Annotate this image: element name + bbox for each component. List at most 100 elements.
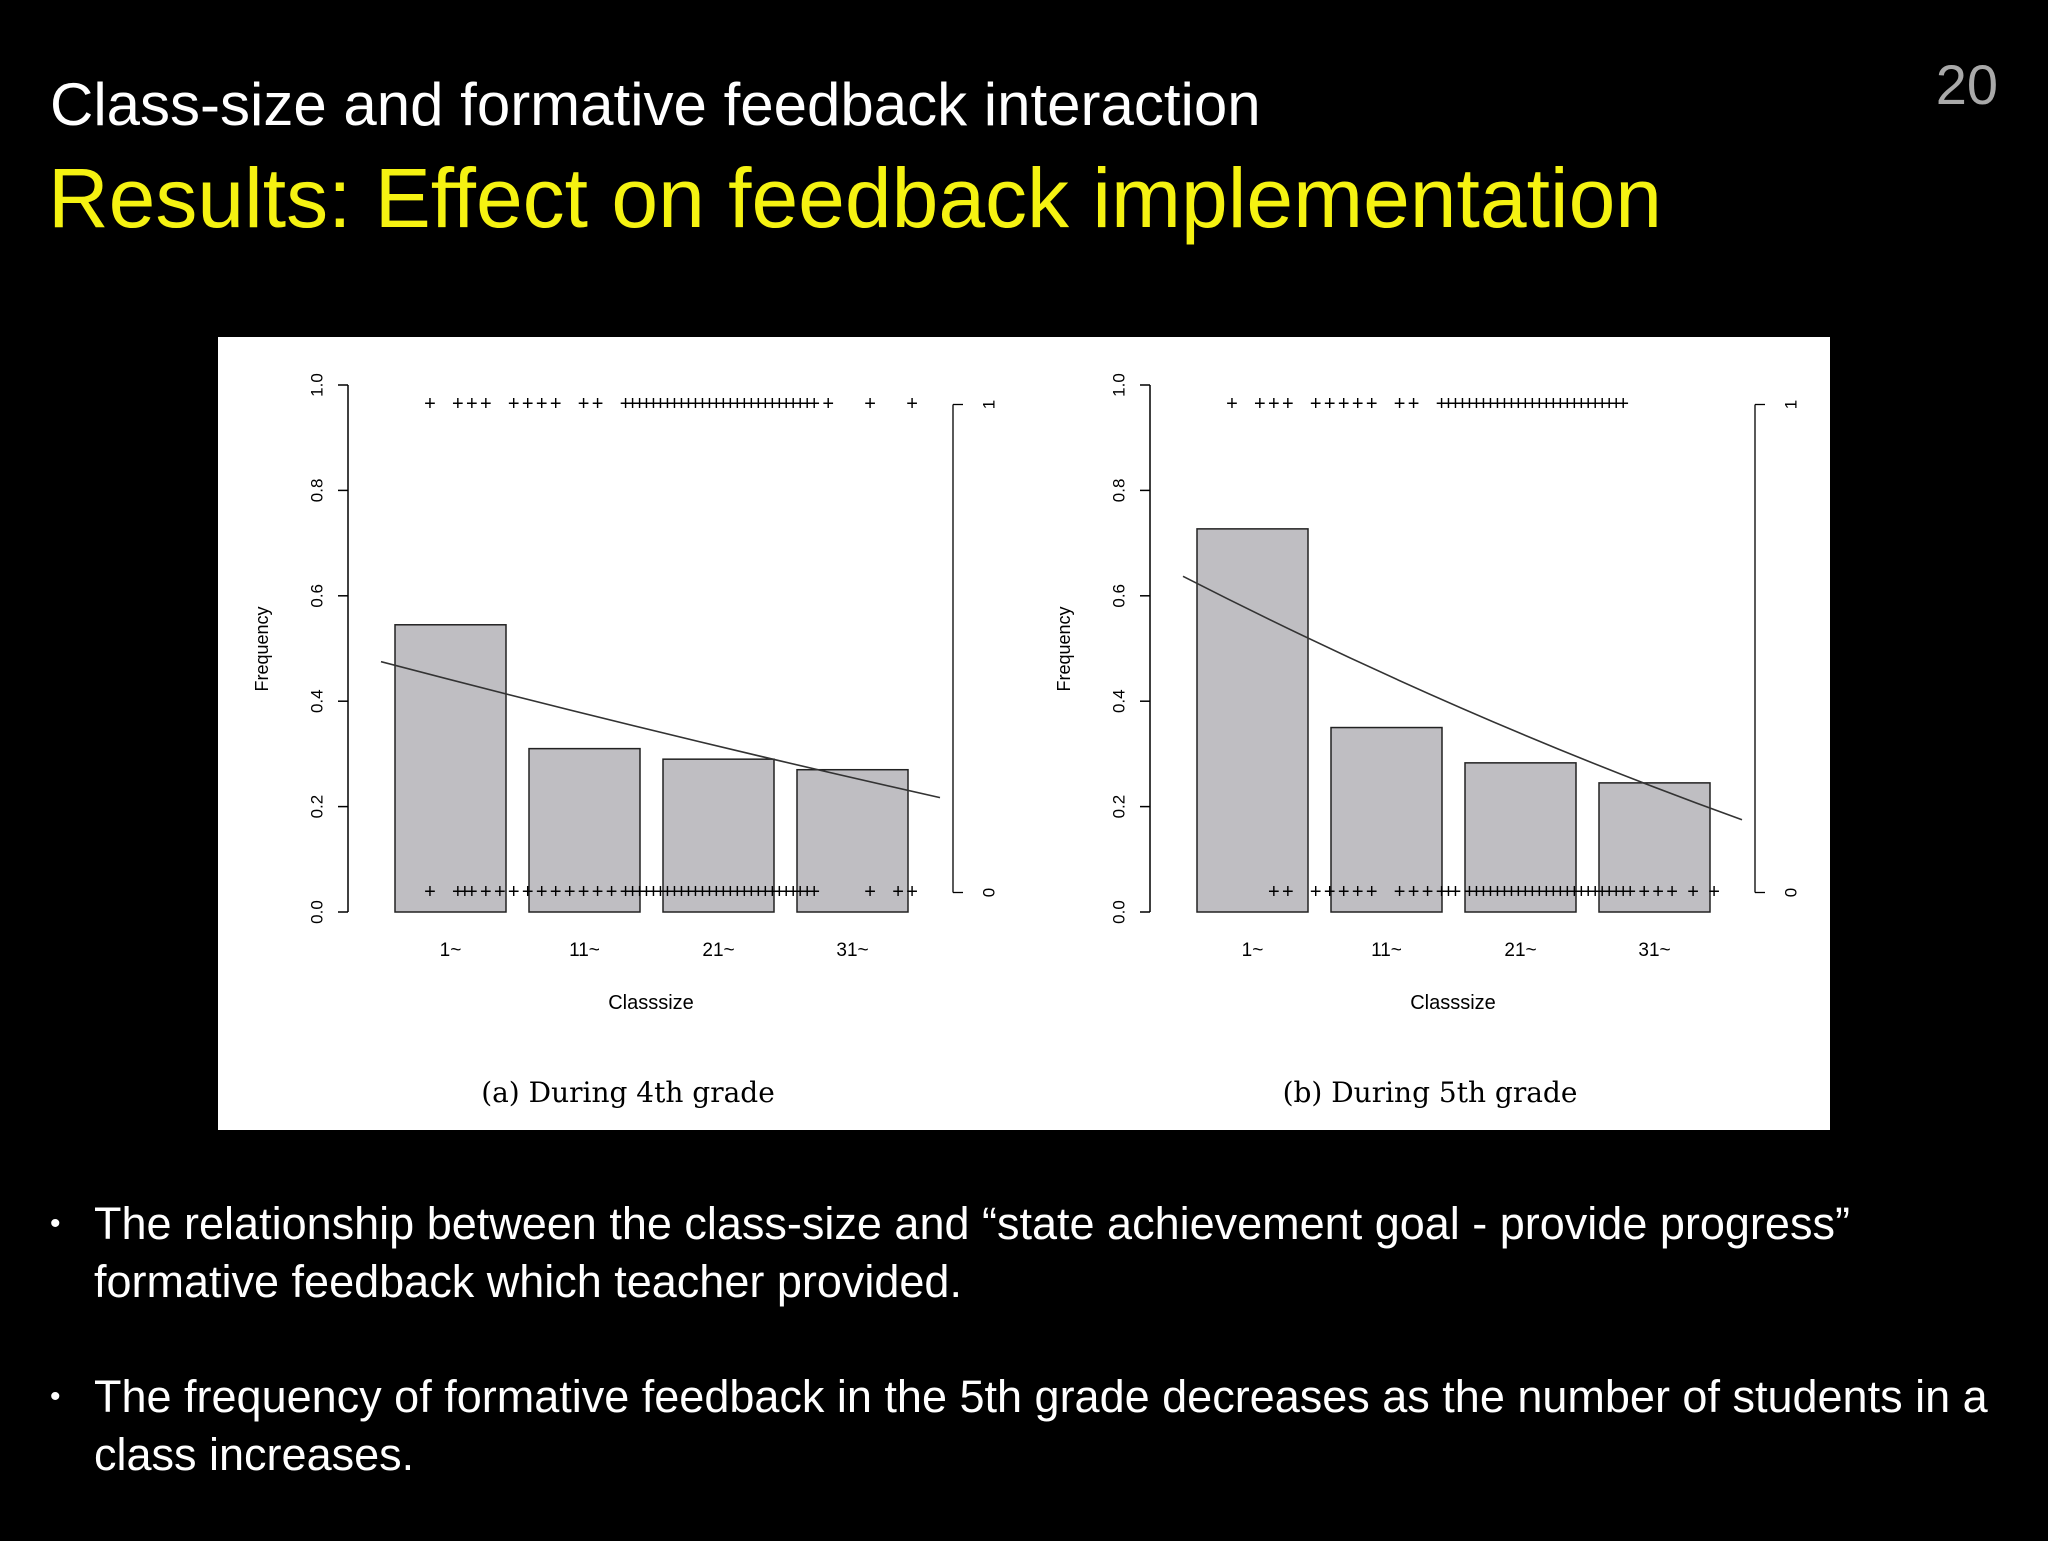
- rug-marker-top: +: [1617, 393, 1629, 415]
- rug-marker-top: +: [1561, 393, 1573, 415]
- rug-marker-bottom: +: [1520, 881, 1532, 903]
- rug-marker-top: +: [641, 393, 653, 415]
- rug-marker-bottom: +: [1492, 881, 1504, 903]
- x-tick-label: 11~: [1371, 940, 1402, 961]
- rug-marker-top: +: [648, 393, 660, 415]
- rug-marker-top: +: [732, 393, 744, 415]
- rug-marker-top: +: [452, 393, 464, 415]
- rug-marker-bottom: +: [787, 881, 799, 903]
- rug-marker-top: +: [578, 393, 590, 415]
- rug-marker-top: +: [1268, 393, 1280, 415]
- bullet-item: • The relationship between the class-siz…: [50, 1195, 1990, 1311]
- rug-marker-top: +: [1547, 393, 1559, 415]
- rug-marker-top: +: [669, 393, 681, 415]
- rug-marker-bottom: +: [1547, 881, 1559, 903]
- rug-marker-bottom: +: [648, 881, 660, 903]
- rug-marker-top: +: [550, 393, 562, 415]
- rug-marker-top: +: [745, 393, 757, 415]
- x-tick-label: 1~: [440, 940, 462, 961]
- rug-marker-top: +: [780, 393, 792, 415]
- rug-marker-top: +: [1436, 393, 1448, 415]
- rug-marker-top: +: [822, 393, 834, 415]
- rug-marker-top: +: [655, 393, 667, 415]
- bar: [528, 747, 641, 913]
- rug-marker-top: +: [808, 393, 820, 415]
- rug-marker-bottom: +: [1394, 881, 1406, 903]
- rug-marker-top: +: [1338, 393, 1350, 415]
- rug-marker-bottom: +: [564, 881, 576, 903]
- rug-marker-top: +: [1394, 393, 1406, 415]
- right-axis-tick-label: 0: [979, 888, 998, 897]
- rug-marker-bottom: +: [1499, 881, 1511, 903]
- rug-marker-top: +: [1352, 393, 1364, 415]
- rug-marker-top: +: [725, 393, 737, 415]
- x-tick-label: 21~: [702, 940, 734, 961]
- bullet-text: The relationship between the class-size …: [94, 1198, 1850, 1307]
- bullet-list: • The relationship between the class-siz…: [50, 1195, 1990, 1541]
- x-axis-label: Classsize: [1410, 992, 1496, 1014]
- rug-marker-top: +: [906, 393, 918, 415]
- chart-caption: (a) During 4th grade: [481, 1076, 775, 1109]
- rug-marker-bottom: +: [1408, 881, 1420, 903]
- rug-marker-bottom: +: [522, 881, 534, 903]
- rug-marker-bottom: +: [459, 881, 471, 903]
- rug-marker-bottom: +: [1534, 881, 1546, 903]
- rug-marker-top: +: [683, 393, 695, 415]
- rug-marker-bottom: +: [1513, 881, 1525, 903]
- bar: [1196, 528, 1309, 913]
- rug-marker-bottom: +: [452, 881, 464, 903]
- rug-marker-top: +: [508, 393, 520, 415]
- rug-marker-bottom: +: [606, 881, 618, 903]
- rug-marker-bottom: +: [676, 881, 688, 903]
- rug-marker-bottom: +: [1638, 881, 1650, 903]
- rug-marker-top: +: [1443, 393, 1455, 415]
- rug-marker-bottom: +: [1282, 881, 1294, 903]
- rug-marker-top: +: [1492, 393, 1504, 415]
- rug-marker-bottom: +: [906, 881, 918, 903]
- rug-marker-bottom: +: [794, 881, 806, 903]
- y-tick-label: 1.0: [307, 373, 326, 397]
- rug-marker-top: +: [1575, 393, 1587, 415]
- y-tick-label: 0.6: [1109, 584, 1128, 608]
- rug-marker-top: +: [794, 393, 806, 415]
- rug-marker-top: +: [1506, 393, 1518, 415]
- rug-marker-top: +: [1324, 393, 1336, 415]
- rug-marker-top: +: [627, 393, 639, 415]
- bullet-item: • The frequency of formative feedback in…: [50, 1368, 1990, 1484]
- chart-figure: 0.0 0.2 0.4 0.6 0.8 1.0 Frequency 1~ 11~ 21~ 31~ Cl…: [218, 337, 1830, 1130]
- rug-marker-bottom: +: [1450, 881, 1462, 903]
- rug-marker-top: +: [620, 393, 632, 415]
- rug-marker-bottom: +: [864, 881, 876, 903]
- rug-marker-top: +: [1478, 393, 1490, 415]
- y-tick-label: 0.8: [307, 479, 326, 503]
- bar: [1598, 782, 1711, 913]
- rug-marker-bottom: +: [1554, 881, 1566, 903]
- y-tick-label: 0.6: [307, 584, 326, 608]
- rug-marker-bottom: +: [1561, 881, 1573, 903]
- slide-subtitle: Class-size and formative feedback intera…: [50, 71, 1261, 138]
- x-tick-label: 11~: [569, 940, 600, 961]
- y-tick-label: 0.8: [1109, 479, 1128, 503]
- rug-marker-top: +: [1366, 393, 1378, 415]
- rug-marker-top: +: [1464, 393, 1476, 415]
- rug-marker-bottom: +: [773, 881, 785, 903]
- trend-line: [1182, 575, 1743, 821]
- rug-marker-top: +: [466, 393, 478, 415]
- rug-marker-bottom: +: [1610, 881, 1622, 903]
- rug-marker-top: +: [704, 393, 716, 415]
- x-tick-label: 21~: [1504, 940, 1536, 961]
- bar: [796, 768, 909, 913]
- rug-marker-bottom: +: [627, 881, 639, 903]
- rug-marker-bottom: +: [1366, 881, 1378, 903]
- rug-marker-bottom: +: [1708, 881, 1720, 903]
- y-axis-label: Frequency: [1054, 606, 1074, 691]
- rug-marker-top: +: [752, 393, 764, 415]
- rug-marker-bottom: +: [1338, 881, 1350, 903]
- rug-marker-bottom: +: [690, 881, 702, 903]
- rug-marker-bottom: +: [1324, 881, 1336, 903]
- rug-marker-bottom: +: [1527, 881, 1539, 903]
- rug-marker-bottom: +: [1436, 881, 1448, 903]
- rug-marker-top: +: [690, 393, 702, 415]
- trend-line: [380, 660, 941, 799]
- rug-marker-bottom: +: [1617, 881, 1629, 903]
